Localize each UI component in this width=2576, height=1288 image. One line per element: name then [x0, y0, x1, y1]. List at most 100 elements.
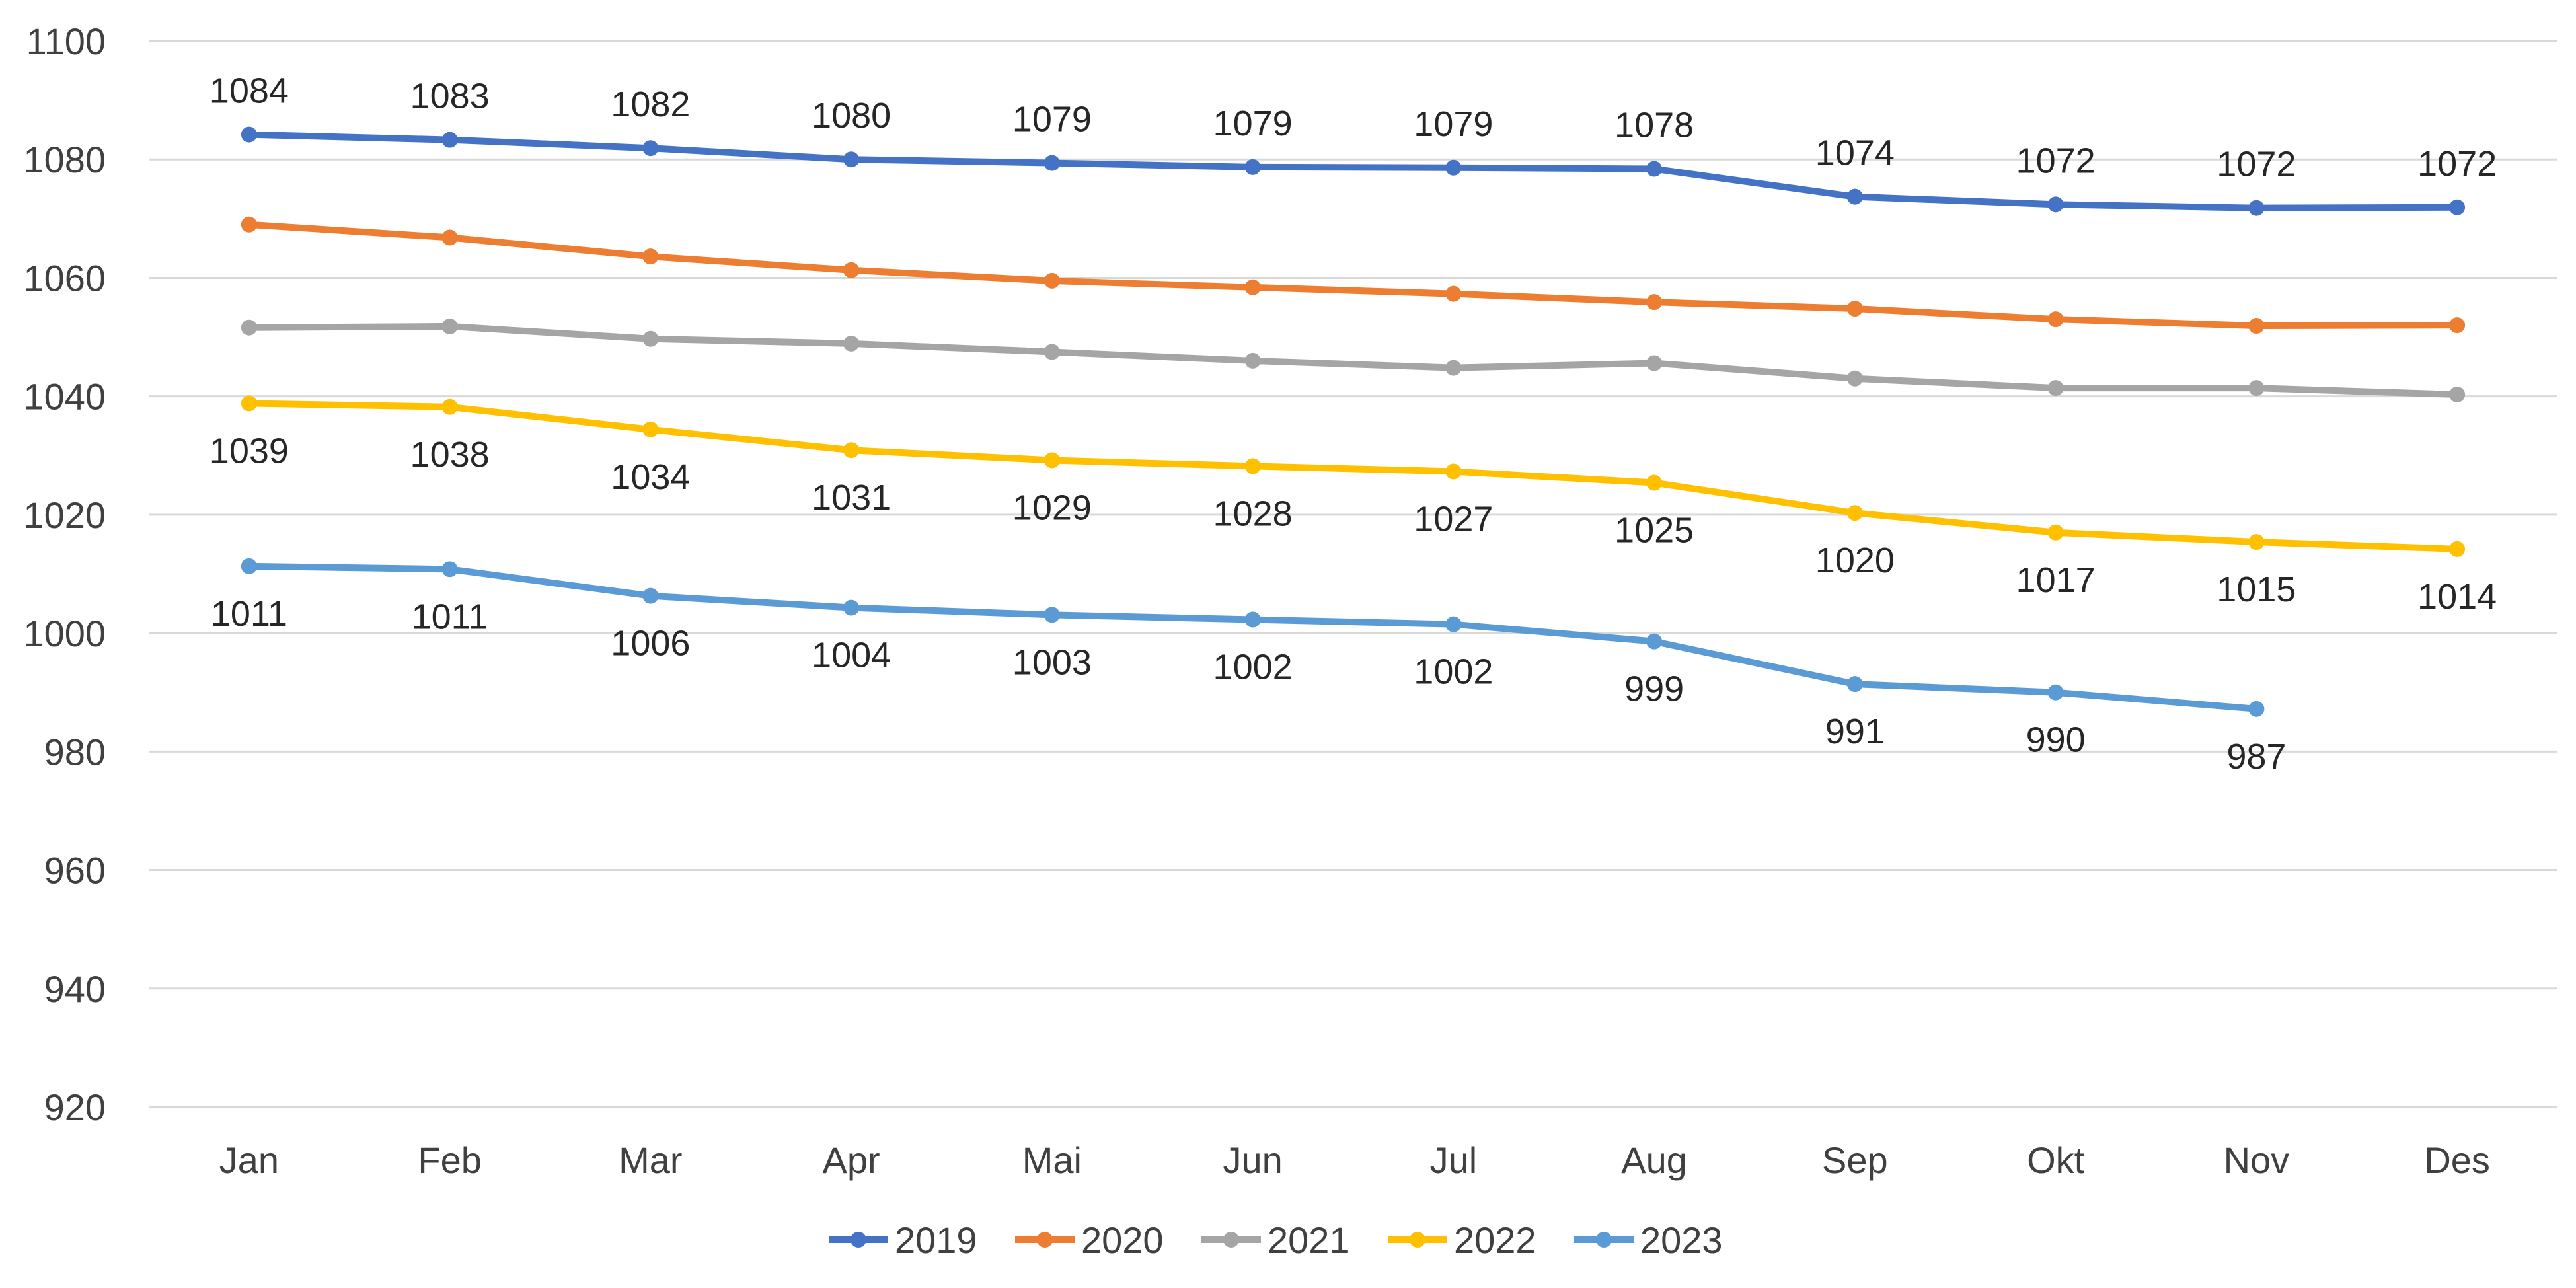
- data-label: 1034: [611, 457, 690, 497]
- series-lines: [241, 126, 2466, 717]
- data-label: 1004: [812, 636, 891, 675]
- data-point: [1445, 285, 1462, 302]
- data-label: 1014: [2417, 577, 2497, 617]
- legend-swatch-marker: [1410, 1232, 1425, 1248]
- data-label: 1083: [410, 77, 490, 116]
- data-labels: 1084 1083 1082 1080 1079 1079 1079 1078 1074 1072…: [209, 71, 2497, 777]
- data-point: [1244, 352, 1261, 369]
- data-point: [441, 132, 458, 148]
- data-point: [642, 140, 659, 157]
- series-2023: [241, 558, 2265, 717]
- data-point: [2449, 317, 2466, 334]
- data-label: 1031: [812, 478, 891, 517]
- data-point: [1445, 159, 1462, 176]
- y-tick-label: 1060: [23, 257, 106, 299]
- series-2021: [241, 318, 2466, 402]
- data-label: 1002: [1414, 652, 1493, 692]
- x-tick-label: Apr: [823, 1139, 880, 1181]
- gridlines: [149, 40, 2557, 1108]
- data-point: [1646, 474, 1663, 491]
- x-tick-label: Mai: [1022, 1139, 1082, 1181]
- data-point: [1043, 607, 1060, 623]
- y-tick-label: 920: [44, 1086, 106, 1128]
- y-tick-label: 940: [44, 968, 106, 1010]
- x-tick-label: Jun: [1223, 1139, 1282, 1181]
- data-point: [1244, 279, 1261, 295]
- data-label: 1079: [1414, 104, 1493, 144]
- data-point: [441, 229, 458, 246]
- y-tick-label: 1080: [23, 139, 106, 180]
- legend-swatch-marker: [1596, 1232, 1612, 1248]
- data-point: [1846, 505, 1863, 521]
- data-point: [1846, 676, 1863, 693]
- x-tick-label: Nov: [2224, 1139, 2290, 1181]
- x-axis-tick-labels: Jan Feb Mar Apr Mai Jun Jul Aug Sep Okt Nov Des: [219, 1139, 2490, 1181]
- legend-label: 2022: [1454, 1219, 1536, 1261]
- legend-item-2020: 2020: [1015, 1219, 1164, 1261]
- x-tick-label: Feb: [418, 1139, 482, 1181]
- series-2020: [241, 216, 2466, 334]
- data-point: [2248, 701, 2265, 717]
- data-label: 1011: [412, 597, 488, 636]
- legend-swatch-marker: [851, 1232, 866, 1248]
- legend-label: 2023: [1640, 1219, 1723, 1261]
- data-label: 1006: [611, 624, 690, 663]
- data-label: 1020: [1815, 541, 1895, 580]
- data-point: [642, 248, 659, 265]
- data-label: 987: [2226, 737, 2286, 777]
- data-label: 1015: [2216, 570, 2296, 609]
- data-point: [241, 319, 257, 336]
- data-point: [1244, 458, 1261, 474]
- data-point: [642, 421, 659, 437]
- legend: 2019 2020 2021 2022 2023: [829, 1219, 1723, 1261]
- x-tick-label: Mar: [619, 1139, 682, 1181]
- data-point: [2248, 380, 2265, 397]
- data-label: 1078: [1614, 106, 1694, 145]
- data-point: [1646, 633, 1663, 650]
- x-tick-label: Sep: [1822, 1139, 1888, 1181]
- data-point: [1043, 272, 1060, 289]
- data-point: [441, 398, 458, 415]
- series-line-2020: [245, 221, 2461, 330]
- legend-item-2023: 2023: [1574, 1219, 1723, 1261]
- data-label: 1072: [2216, 145, 2296, 184]
- data-point: [441, 318, 458, 334]
- series-2019: [241, 126, 2466, 216]
- data-label: 991: [1825, 712, 1885, 751]
- data-label: 1082: [611, 85, 690, 124]
- data-point: [241, 216, 257, 233]
- data-label: 1072: [2016, 141, 2096, 180]
- x-tick-label: Des: [2424, 1139, 2490, 1181]
- data-label: 1079: [1012, 100, 1092, 139]
- data-point: [2248, 200, 2265, 216]
- series-2022: [241, 395, 2466, 557]
- data-point: [2248, 534, 2265, 550]
- data-point: [843, 262, 860, 278]
- data-point: [2449, 199, 2466, 215]
- data-point: [2047, 380, 2064, 397]
- data-point: [1646, 294, 1663, 311]
- data-point: [1445, 463, 1462, 480]
- data-point: [642, 330, 659, 347]
- data-point: [2047, 196, 2064, 213]
- legend-item-2021: 2021: [1201, 1219, 1350, 1261]
- data-point: [843, 151, 860, 168]
- data-point: [843, 599, 860, 616]
- data-point: [843, 335, 860, 352]
- data-point: [241, 126, 257, 143]
- y-tick-label: 1040: [23, 376, 106, 418]
- data-label: 1074: [1815, 133, 1895, 173]
- data-point: [441, 561, 458, 578]
- legend-label: 2019: [895, 1219, 977, 1261]
- data-label: 990: [2026, 720, 2086, 760]
- data-point: [241, 395, 257, 412]
- legend-label: 2021: [1268, 1219, 1350, 1261]
- series-line-2019: [245, 131, 2461, 211]
- x-tick-label: Jul: [1430, 1139, 1478, 1181]
- data-point: [1846, 370, 1863, 387]
- y-tick-label: 1020: [23, 494, 106, 536]
- data-label: 1017: [2016, 560, 2096, 600]
- legend-swatch-marker: [1037, 1232, 1053, 1248]
- series-line-2021: [245, 322, 2461, 398]
